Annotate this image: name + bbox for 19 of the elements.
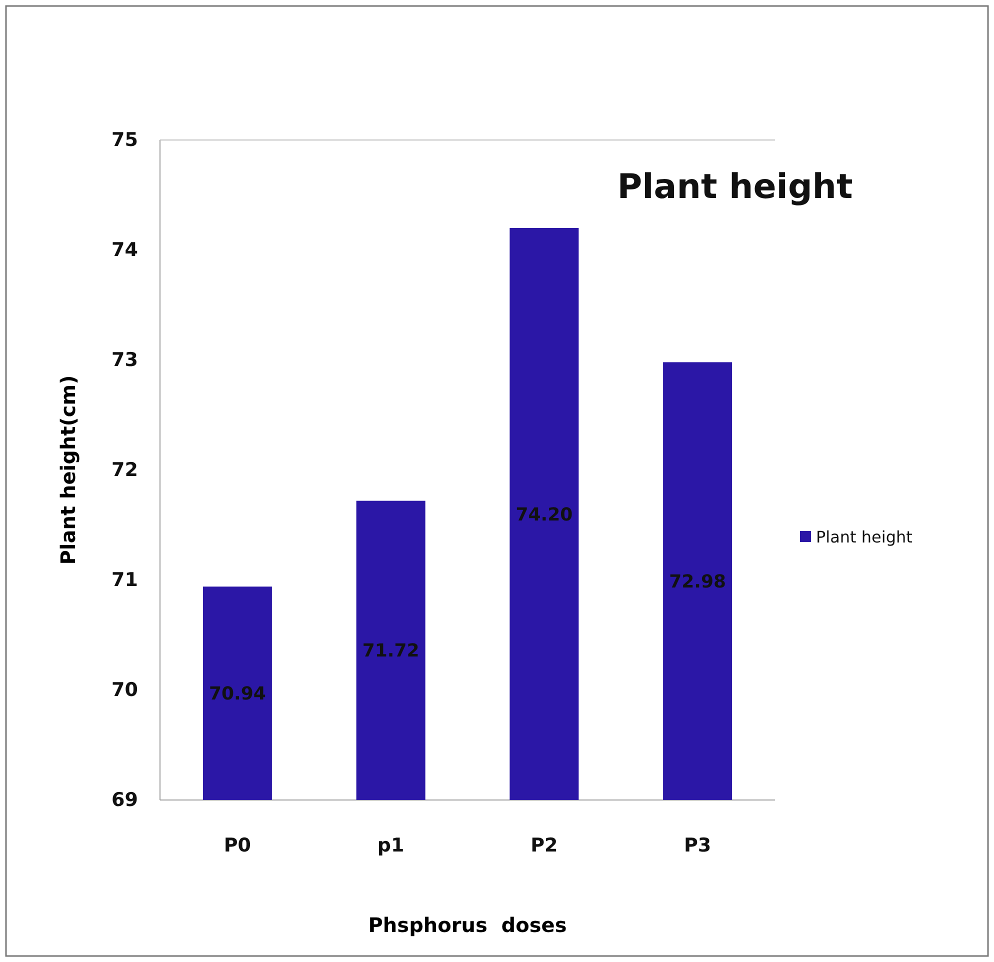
- data-label: 71.72: [362, 640, 420, 662]
- y-tick-label: 69: [112, 789, 138, 812]
- y-tick-label: 75: [112, 129, 138, 152]
- y-tick-label: 73: [112, 349, 138, 372]
- x-tick-label: P3: [684, 834, 712, 856]
- legend-label: Plant height: [816, 528, 912, 547]
- x-tick-label: p1: [377, 834, 404, 856]
- text: Plant height: [617, 167, 853, 207]
- data-label: 70.94: [208, 684, 266, 705]
- x-tick-label: P0: [224, 834, 252, 856]
- data-label: 72.98: [669, 571, 726, 592]
- x-axis-title: Phsphorus doses: [368, 913, 567, 937]
- y-tick-label: 70: [112, 679, 138, 702]
- data-label: 74.20: [516, 504, 573, 526]
- x-tick-label: P2: [530, 834, 558, 856]
- y-tick-label: 71: [112, 569, 138, 592]
- y-tick-label: 72: [112, 459, 138, 482]
- y-tick-label: 74: [112, 239, 138, 262]
- y-axis-title: Plant height(cm): [56, 375, 80, 565]
